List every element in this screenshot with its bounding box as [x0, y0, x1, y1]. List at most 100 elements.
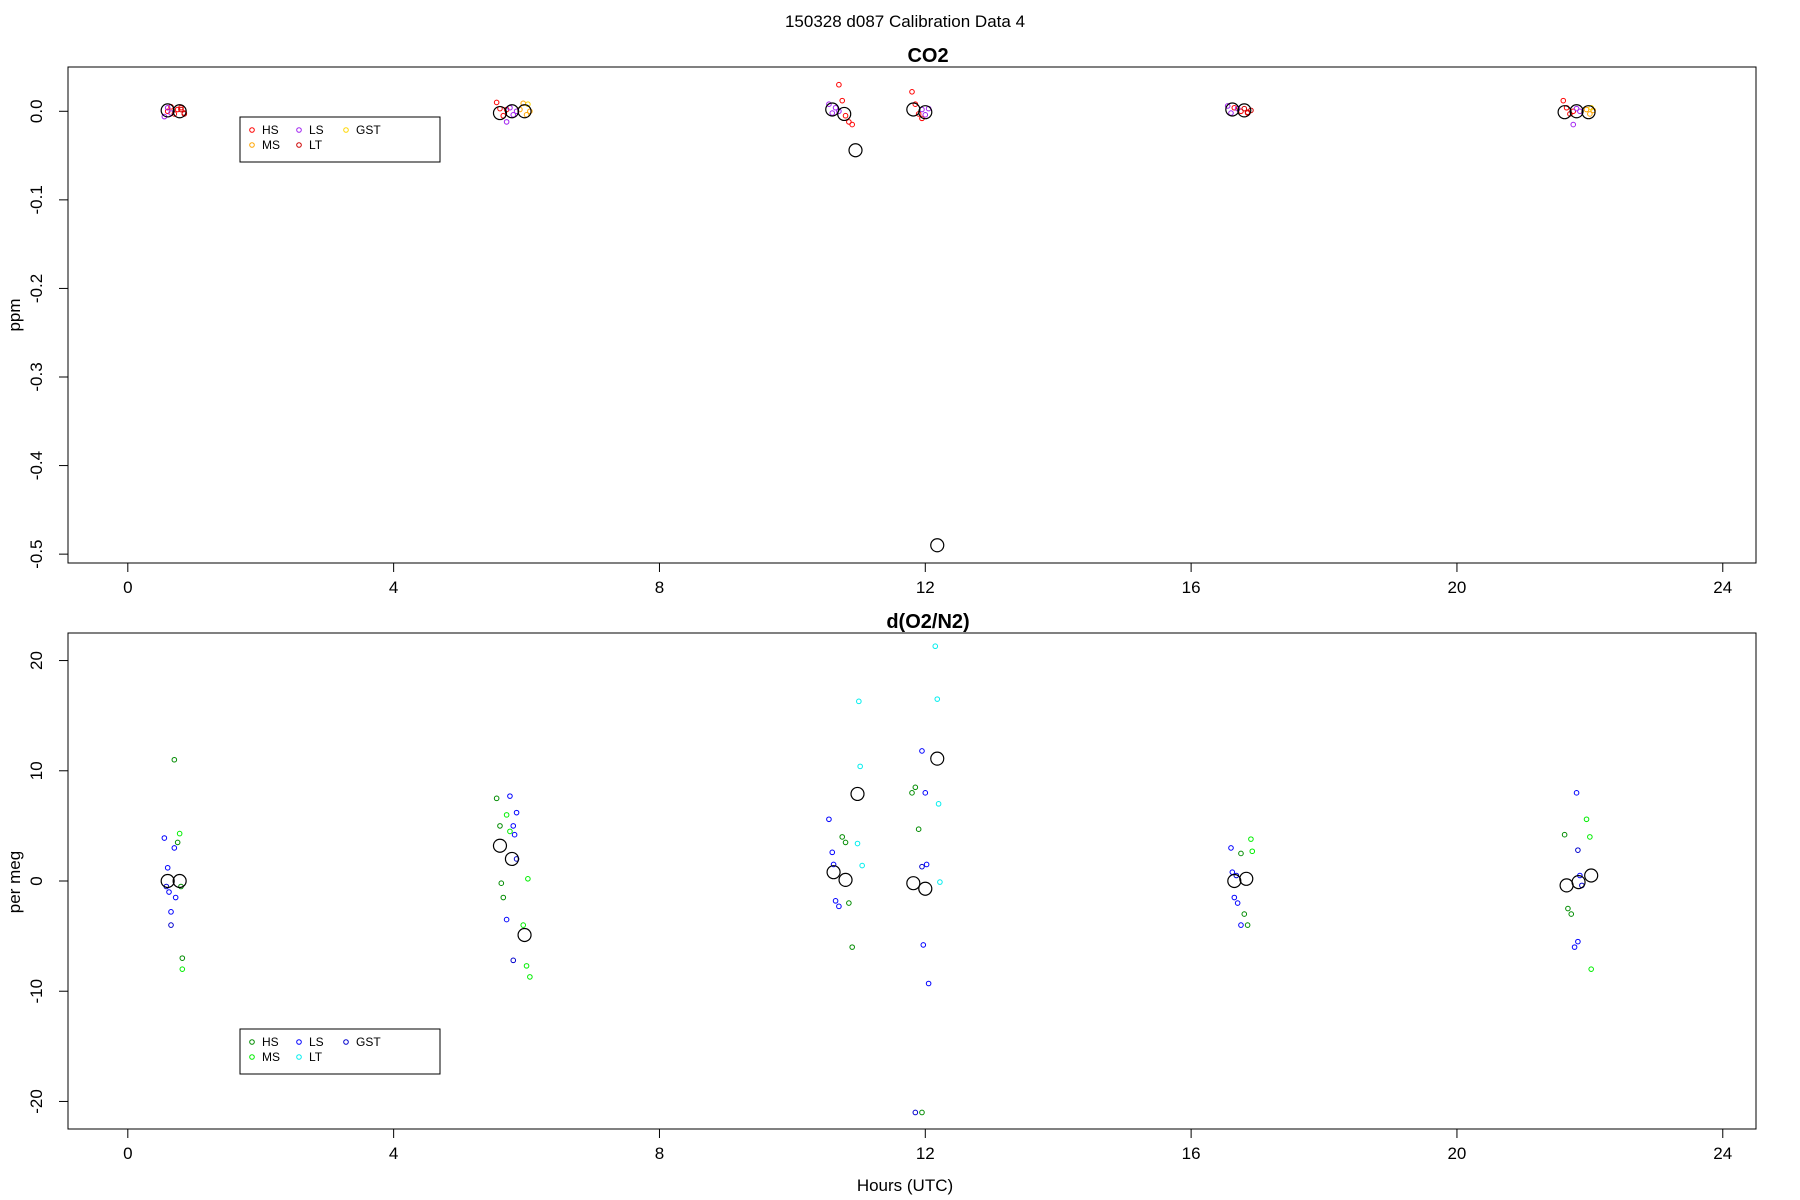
o2n2-point-ms [1248, 836, 1254, 842]
co2-point-hs [836, 81, 842, 88]
co2-y-tick-label: -0.3 [27, 362, 46, 391]
o2n2-point-ls [830, 861, 837, 868]
o2n2-point-ls [513, 809, 520, 816]
o2n2-y-axis-label: per meg [5, 851, 24, 913]
o2n2-point-hs [915, 826, 922, 832]
o2n2-point-ls [164, 864, 171, 871]
o2n2-panel-title: d(O2/N2) [886, 611, 969, 633]
co2-y-tick-label: -0.5 [27, 539, 46, 568]
o2n2-point-ms [176, 830, 183, 837]
co2-legend-marker [296, 142, 302, 148]
o2n2-point-lt [856, 698, 862, 705]
o2n2-point-lt [934, 696, 941, 702]
o2n2-average-point [906, 876, 921, 891]
co2-x-tick-label: 0 [123, 578, 132, 597]
o2n2-point-ls [168, 909, 174, 915]
o2n2-point-hs [912, 784, 919, 791]
o2n2-point-hs [842, 839, 849, 846]
co2-average-point [172, 104, 187, 119]
co2-point-ms [1583, 106, 1590, 113]
o2n2-point-ms [1587, 834, 1593, 840]
o2n2-point-gst [1575, 847, 1581, 853]
co2-average-point [1557, 105, 1572, 120]
co2-point-hs [909, 89, 915, 95]
co2-y-tick-label: -0.4 [27, 451, 46, 480]
co2-point-ms [1587, 111, 1593, 117]
o2n2-point-ms [525, 875, 531, 882]
co2-average-point [930, 538, 945, 553]
o2n2-point-ls [925, 980, 932, 987]
co2-x-tick-label: 20 [1447, 578, 1466, 597]
o2n2-point-ms [1583, 816, 1590, 823]
o2n2-point-ls [923, 861, 930, 868]
o2n2-point-lt [935, 801, 942, 807]
o2n2-x-tick-label: 12 [916, 1144, 935, 1163]
co2-point-hs [1231, 104, 1238, 111]
co2-point-ls [1224, 103, 1231, 109]
o2n2-point-ls [1228, 845, 1234, 851]
co2-y-tick-label: -0.2 [27, 274, 46, 303]
co2-y-axis: 0.0 -0.1 -0.2 -0.3 -0.4 -0.5 [27, 99, 69, 569]
co2-legend-label: MS [262, 138, 280, 152]
co2-y-axis-label: ppm [5, 298, 24, 331]
o2n2-x-tick-label: 8 [655, 1144, 664, 1163]
co2-legend-label: GST [356, 123, 381, 137]
o2n2-legend-label: LS [309, 1035, 324, 1049]
o2n2-point-ls [836, 903, 842, 910]
o2n2-x-tick-label: 24 [1713, 1144, 1732, 1163]
co2-x-tick-label: 4 [389, 578, 398, 597]
o2n2-point-ms [1249, 848, 1256, 855]
o2n2-point-ms [523, 963, 530, 969]
co2-panel-title: CO2 [907, 45, 948, 67]
o2n2-point-hs [498, 880, 505, 887]
o2n2-point-hs [839, 834, 846, 840]
o2n2-point-ms [1588, 966, 1594, 972]
o2n2-point-hs [1244, 922, 1251, 928]
o2n2-point-hs [497, 823, 503, 829]
o2n2-point-ls [172, 894, 179, 901]
o2n2-legend-label: LT [309, 1050, 323, 1064]
o2n2-legend-marker [249, 1039, 255, 1045]
o2n2-point-gst [168, 922, 174, 928]
co2-panel: CO2 ppm 0 4 8 12 16 20 24 0.0 -0.1 -0.2 -0.3 -0.4 -… [5, 45, 1757, 597]
o2n2-point-ls [920, 942, 927, 948]
o2n2-point-hs [174, 839, 181, 846]
o2n2-point-hs [493, 795, 500, 802]
o2n2-point-gst [919, 863, 925, 870]
o2n2-point-ls [829, 849, 836, 856]
o2n2-point-ls [166, 889, 172, 895]
co2-point-ls [922, 112, 929, 118]
o2n2-point-hs [919, 1109, 925, 1116]
o2n2-legend-label: MS [262, 1050, 280, 1064]
co2-point-lt [1241, 105, 1248, 112]
o2n2-legend-box [239, 1028, 441, 1075]
o2n2-point-hs [846, 900, 852, 906]
o2n2-average-point [517, 927, 532, 943]
co2-x-tick-label: 12 [916, 578, 935, 597]
co2-point-ls [1573, 105, 1580, 112]
o2n2-legend-label: HS [262, 1035, 279, 1049]
o2n2-point-ms [507, 828, 513, 835]
o2n2-point-hs [1241, 911, 1248, 917]
o2n2-average-point [1584, 868, 1599, 883]
co2-average-point [1581, 105, 1596, 120]
o2n2-average-point [826, 865, 841, 880]
o2n2-point-gst [510, 957, 517, 964]
o2n2-point-ls [1575, 938, 1581, 945]
co2-point-ls [826, 101, 832, 107]
o2n2-average-point [1227, 873, 1242, 889]
o2n2-average-point [838, 872, 853, 887]
o2n2-x-tick-label: 20 [1447, 1144, 1466, 1163]
o2n2-point-ls [922, 790, 929, 796]
o2n2-point-ms [520, 922, 527, 928]
o2n2-y-tick-label: -10 [27, 979, 46, 1004]
o2n2-point-ls [510, 823, 517, 829]
o2n2-point-lt [859, 862, 865, 869]
co2-point-hs [849, 121, 855, 128]
o2n2-point-ls [832, 898, 839, 904]
o2n2-x-tick-label: 4 [389, 1144, 398, 1163]
o2n2-y-tick-label: -20 [27, 1089, 46, 1114]
co2-point-gst [525, 101, 531, 107]
o2n2-point-ls [1238, 922, 1244, 928]
